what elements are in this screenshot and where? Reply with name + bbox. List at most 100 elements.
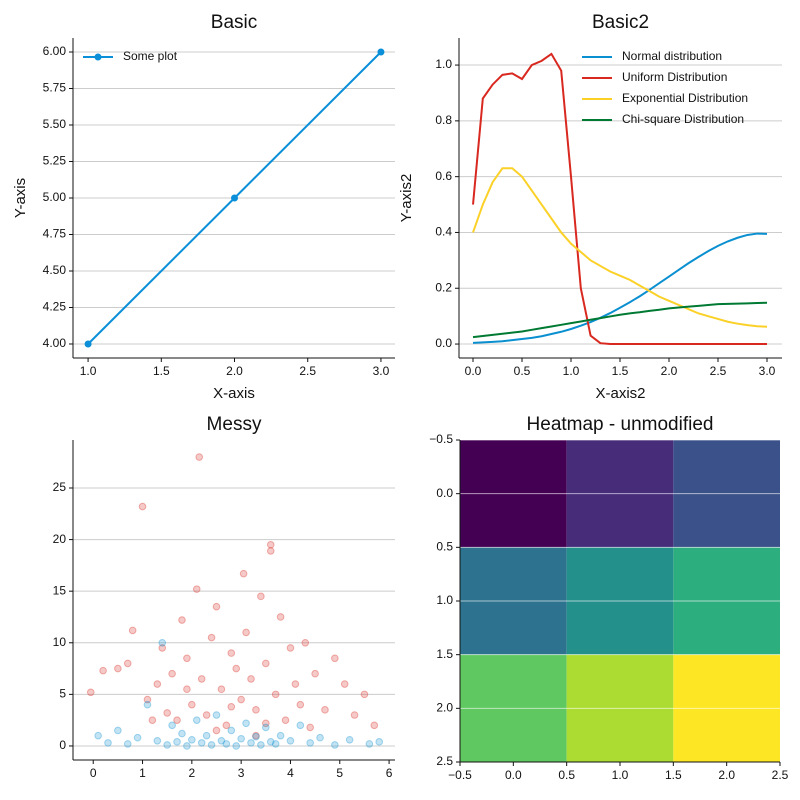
point: [252, 731, 260, 740]
point: [331, 741, 339, 749]
point: [195, 453, 204, 461]
point: [183, 654, 191, 663]
point: [227, 726, 236, 735]
y-tick-label: 0.8: [435, 113, 452, 127]
point: [231, 194, 239, 202]
line: [472, 301, 768, 339]
point: [247, 675, 255, 683]
point: [286, 737, 295, 745]
x-tick-label: 1.0: [80, 364, 97, 378]
point: [281, 716, 290, 724]
y-tick-label: 0: [59, 738, 66, 752]
x-tick-label: 1.5: [153, 364, 170, 378]
point: [365, 740, 374, 748]
point: [360, 690, 369, 699]
point: [239, 569, 248, 578]
x-tick-label: 1.5: [612, 364, 629, 378]
point: [183, 742, 191, 750]
legend-marker: [94, 53, 102, 61]
chart-title: Basic: [211, 12, 257, 33]
point: [212, 602, 221, 611]
point: [114, 664, 122, 673]
y-axis-label: Y-axis: [12, 178, 29, 218]
point: [252, 706, 260, 714]
x-axis-label: X-axis: [213, 385, 255, 402]
x-tick-label: 5: [336, 766, 343, 780]
point: [188, 735, 196, 744]
x-tick-label: 2.5: [710, 364, 727, 378]
point: [217, 737, 226, 745]
point: [232, 664, 241, 673]
point: [138, 502, 147, 511]
point: [143, 695, 152, 704]
point: [296, 721, 305, 730]
subplot: Heatmap - unmodified −0.5 0.0 0.5 1.0 1.5 2.0 2…: [429, 414, 788, 782]
point: [262, 659, 270, 668]
point: [188, 700, 196, 709]
y-tick-label: 20: [53, 532, 67, 546]
x-tick-label: 0: [90, 766, 97, 780]
point: [192, 716, 201, 724]
y-tick-label: −0.5: [429, 432, 453, 446]
point: [375, 738, 384, 746]
y-axis-label: Y-axis2: [398, 174, 415, 223]
point: [168, 669, 176, 678]
y-tick-label: 0.2: [435, 280, 452, 294]
point: [291, 680, 300, 688]
x-tick-label: 1: [139, 766, 146, 780]
x-tick-label: 2.0: [718, 768, 735, 782]
x-tick-label: 0.5: [558, 768, 575, 782]
chart-title: Heatmap - unmodified: [527, 414, 714, 435]
point: [212, 711, 221, 719]
subplot: Messy 0 1 2 3 4 5 6 0 5 10 15 20 25: [53, 414, 395, 780]
point: [262, 719, 270, 728]
point: [158, 644, 167, 652]
point: [340, 680, 349, 688]
subplot: Basic X-axis Y-axis Some plot 1.0 1.5 2.0 2.5 3.…: [12, 12, 395, 402]
point: [222, 721, 231, 730]
line: [472, 52, 768, 346]
point: [232, 742, 241, 750]
x-tick-label: 3.0: [373, 364, 390, 378]
point: [227, 649, 236, 657]
point: [276, 613, 285, 621]
point: [173, 716, 181, 724]
point: [242, 628, 250, 637]
point: [212, 726, 221, 735]
y-tick-label: 5: [59, 687, 66, 701]
chart-title: Basic2: [592, 12, 649, 33]
chart-title: Messy: [207, 414, 262, 435]
legend-label: Exponential Distribution: [622, 91, 748, 105]
point: [301, 638, 310, 647]
y-tick-label: 1.5: [436, 647, 453, 661]
point: [311, 669, 319, 678]
x-tick-label: 4: [287, 766, 294, 780]
point: [84, 340, 92, 348]
point: [94, 731, 102, 740]
point: [266, 547, 275, 555]
line: [472, 232, 768, 344]
point: [99, 666, 107, 675]
point: [350, 711, 359, 719]
point: [306, 739, 314, 747]
point: [242, 719, 250, 728]
x-tick-label: 3: [238, 766, 245, 780]
point: [168, 721, 176, 730]
y-tick-label: 4.75: [43, 227, 67, 241]
point: [197, 675, 206, 683]
x-tick-label: 1.0: [612, 768, 629, 782]
point: [133, 733, 142, 742]
point: [148, 716, 157, 724]
point: [296, 700, 305, 709]
y-tick-label: 4.25: [43, 300, 67, 314]
legend-label: Chi-square Distribution: [622, 112, 744, 126]
point: [271, 740, 280, 748]
point: [252, 732, 260, 741]
point: [128, 626, 137, 635]
x-tick-label: −0.5: [448, 768, 472, 782]
point: [123, 740, 132, 748]
point: [266, 540, 275, 549]
point: [276, 731, 285, 740]
